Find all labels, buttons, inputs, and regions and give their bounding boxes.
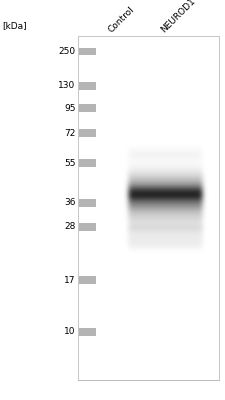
Bar <box>79 48 96 55</box>
Bar <box>79 328 96 336</box>
Text: 250: 250 <box>58 47 76 56</box>
Text: 130: 130 <box>58 81 76 90</box>
Bar <box>78 36 219 380</box>
Text: 36: 36 <box>64 198 76 207</box>
Text: 55: 55 <box>64 159 76 168</box>
Text: 10: 10 <box>64 327 76 336</box>
Text: 95: 95 <box>64 104 76 113</box>
Text: [kDa]: [kDa] <box>2 21 27 30</box>
Bar <box>79 160 96 167</box>
Text: 72: 72 <box>64 128 76 138</box>
Bar <box>79 104 96 112</box>
Text: 28: 28 <box>64 222 76 232</box>
Bar <box>79 276 96 284</box>
Bar <box>79 223 96 231</box>
Bar <box>79 199 96 207</box>
Bar <box>79 48 96 55</box>
Bar <box>79 129 96 137</box>
Bar <box>79 276 96 284</box>
Bar <box>79 328 96 336</box>
Bar <box>79 223 96 231</box>
Bar <box>78 36 219 380</box>
Bar <box>79 160 96 167</box>
Text: 17: 17 <box>64 276 76 285</box>
Bar <box>79 199 96 207</box>
Bar <box>79 82 96 90</box>
Text: Control: Control <box>107 4 136 34</box>
Bar <box>79 104 96 112</box>
Bar <box>79 129 96 137</box>
Text: NEUROD1: NEUROD1 <box>159 0 197 34</box>
Bar <box>79 82 96 90</box>
